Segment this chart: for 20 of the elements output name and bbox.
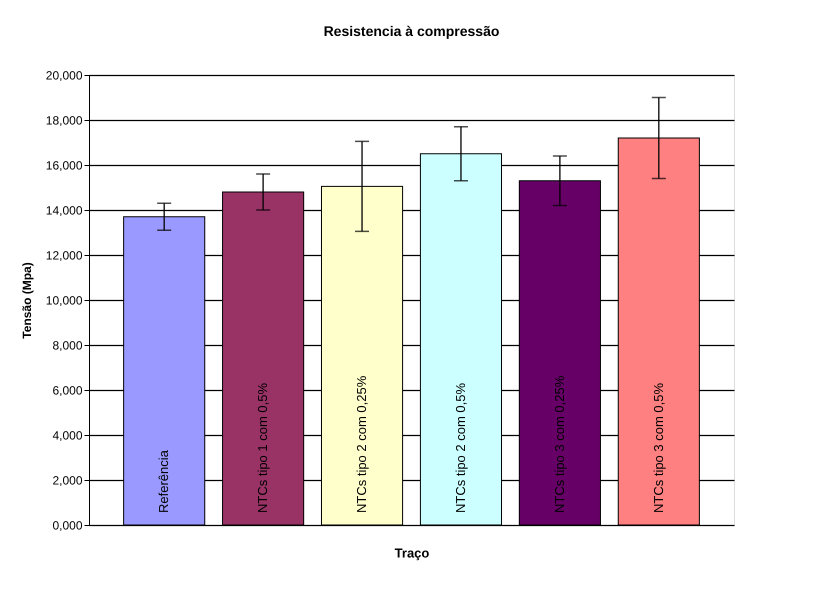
y-tick-label: 14,000 bbox=[46, 204, 83, 218]
y-tick-label: 4,000 bbox=[52, 428, 83, 442]
y-tick-label: 18,000 bbox=[46, 114, 83, 128]
x-tick-label: NTCs tipo 2 com 0,5% bbox=[452, 382, 468, 513]
x-tick-label: NTCs tipo 3 com 0,25% bbox=[552, 375, 567, 513]
y-tick-label: 6,000 bbox=[52, 384, 83, 398]
y-tick-label: 0,000 bbox=[52, 518, 83, 532]
y-axis-title: Tensão (Mpa) bbox=[20, 262, 34, 339]
y-tick-label: 20,000 bbox=[46, 68, 83, 82]
x-tick-label: NTCs tipo 2 com 0,25% bbox=[354, 375, 370, 513]
x-axis-title: Traço bbox=[394, 546, 430, 560]
y-tick-label: 16,000 bbox=[46, 158, 83, 172]
y-tick-label: 8,000 bbox=[52, 338, 83, 352]
x-tick-label: NTCs tipo 1 com 0,5% bbox=[255, 382, 270, 513]
y-tick-label: 12,000 bbox=[46, 248, 83, 262]
x-tick-label: Referência bbox=[156, 449, 172, 513]
chart-title: Resistencia à compressão bbox=[324, 23, 500, 39]
y-tick-label: 2,000 bbox=[52, 474, 83, 488]
y-tick-label: 10,000 bbox=[46, 294, 83, 308]
x-tick-label: NTCs tipo 3 com 0,5% bbox=[650, 382, 666, 513]
